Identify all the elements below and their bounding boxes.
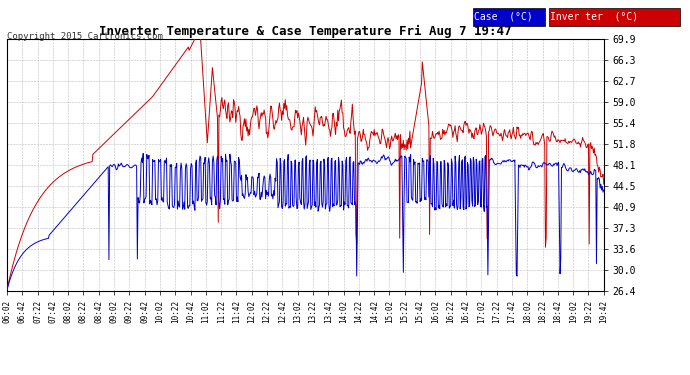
Text: Case  (°C): Case (°C) (474, 12, 533, 22)
Text: Copyright 2015 Cartronics.com: Copyright 2015 Cartronics.com (7, 32, 163, 41)
Text: Inver ter  (°C): Inver ter (°C) (550, 12, 638, 22)
Title: Inverter Temperature & Case Temperature Fri Aug 7 19:47: Inverter Temperature & Case Temperature … (99, 25, 511, 38)
